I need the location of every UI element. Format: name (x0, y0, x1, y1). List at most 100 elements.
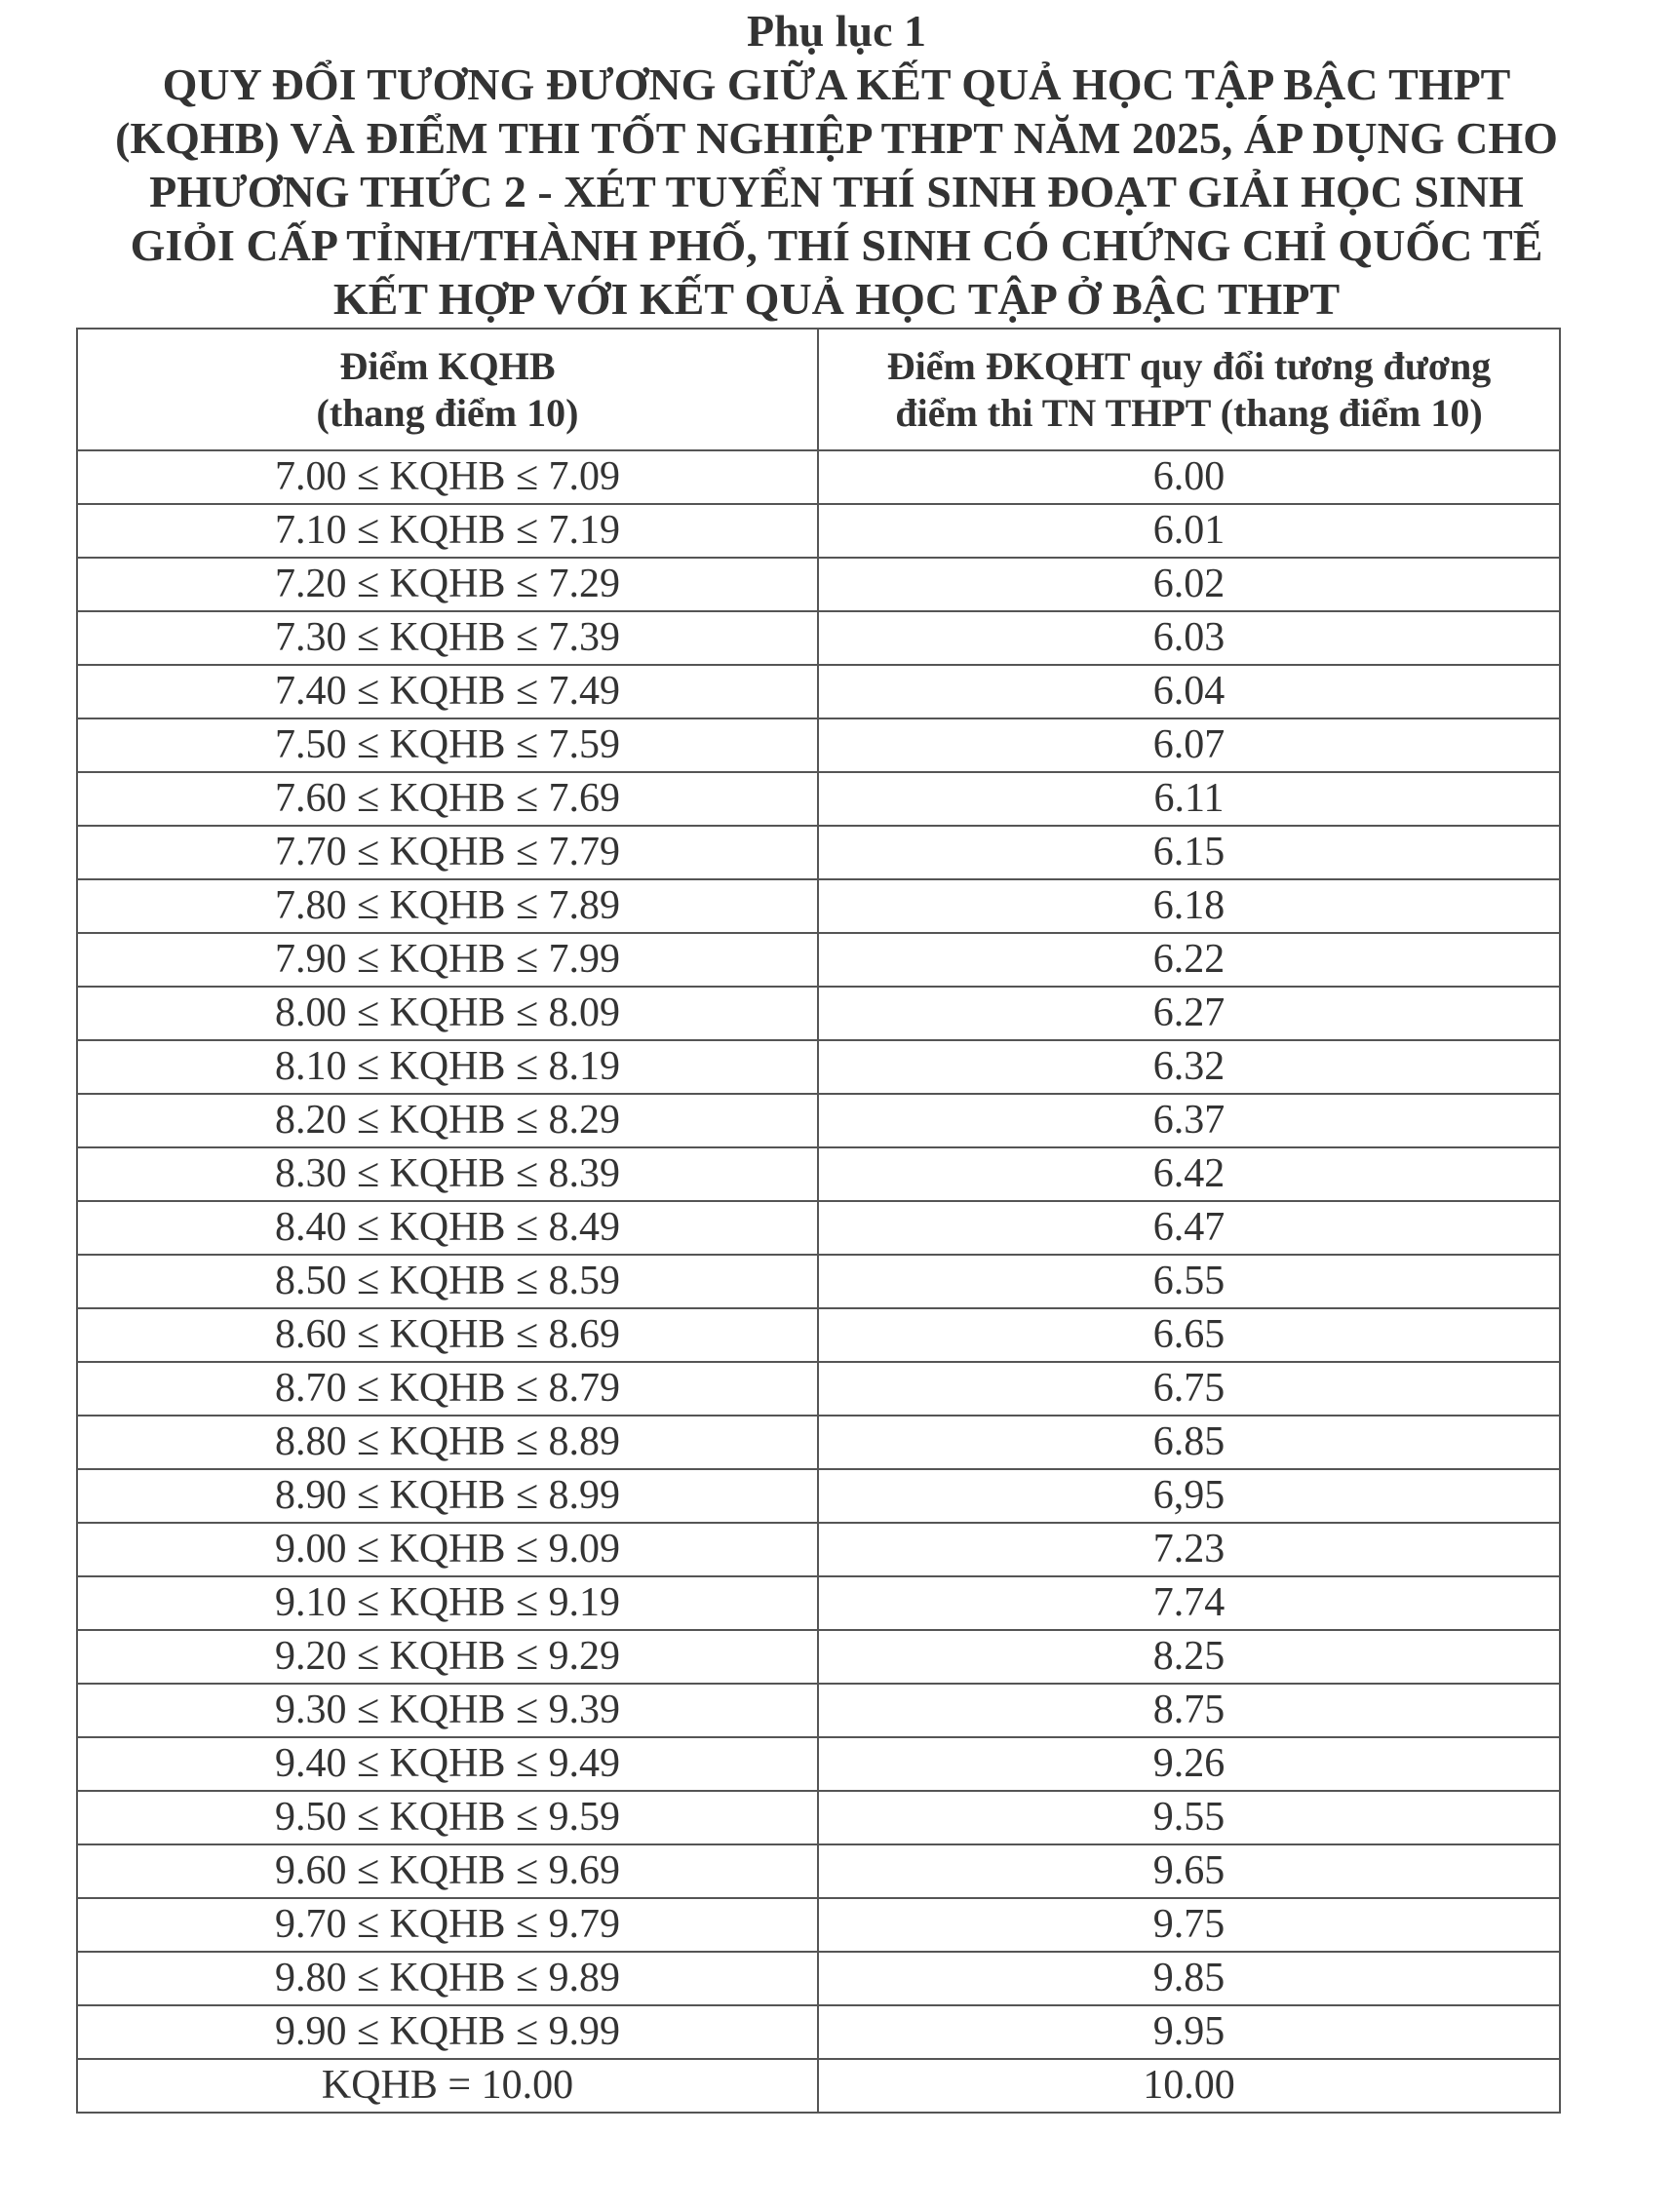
kqhb-range-cell: 8.80 ≤ KQHB ≤ 8.89 (76, 1415, 819, 1470)
converted-score-cell: 6.85 (817, 1415, 1561, 1470)
converted-score-cell: 6.18 (817, 878, 1561, 934)
table-row: 9.50 ≤ KQHB ≤ 9.59 9.55 (76, 1790, 1561, 1845)
converted-score-cell: 6.11 (817, 771, 1561, 827)
kqhb-range-cell: 8.10 ≤ KQHB ≤ 8.19 (76, 1039, 819, 1095)
converted-score-cell: 9.55 (817, 1790, 1561, 1845)
kqhb-range-cell: 8.20 ≤ KQHB ≤ 8.29 (76, 1093, 819, 1148)
header-line: Điểm ĐKQHT quy đổi tương đương (886, 343, 1492, 388)
table-row: 8.50 ≤ KQHB ≤ 8.59 6.55 (76, 1254, 1561, 1309)
kqhb-range-cell: 8.40 ≤ KQHB ≤ 8.49 (76, 1200, 819, 1256)
kqhb-range-cell: 9.60 ≤ KQHB ≤ 9.69 (76, 1843, 819, 1899)
title-line: KẾT HỢP VỚI KẾT QUẢ HỌC TẬP Ở BẬC THPT (332, 274, 1341, 324)
table-body: 7.00 ≤ KQHB ≤ 7.09 6.00 7.10 ≤ KQHB ≤ 7.19… (76, 449, 1561, 2114)
table-row: 8.60 ≤ KQHB ≤ 8.69 6.65 (76, 1307, 1561, 1363)
converted-score-cell: 6.75 (817, 1361, 1561, 1416)
converted-score-cell: 6.07 (817, 718, 1561, 773)
converted-score-cell: 7.74 (817, 1575, 1561, 1631)
kqhb-range-cell: 9.90 ≤ KQHB ≤ 9.99 (76, 2004, 819, 2060)
kqhb-range-cell: 9.80 ≤ KQHB ≤ 9.89 (76, 1951, 819, 2006)
kqhb-range-cell: 9.10 ≤ KQHB ≤ 9.19 (76, 1575, 819, 1631)
converted-score-cell: 6.42 (817, 1146, 1561, 1202)
kqhb-range-cell: 7.50 ≤ KQHB ≤ 7.59 (76, 718, 819, 773)
converted-score-cell: 6.65 (817, 1307, 1561, 1363)
kqhb-range-cell: 8.50 ≤ KQHB ≤ 8.59 (76, 1254, 819, 1309)
table-row: 8.80 ≤ KQHB ≤ 8.89 6.85 (76, 1415, 1561, 1470)
appendix-label: Phụ lục 1 (746, 6, 927, 56)
document-title: Phụ lục 1 QUY ĐỔI TƯƠNG ĐƯƠNG GIỮA KẾT Q… (0, 4, 1673, 326)
table-row: 9.90 ≤ KQHB ≤ 9.99 9.95 (76, 2004, 1561, 2060)
table-row: 7.10 ≤ KQHB ≤ 7.19 6.01 (76, 503, 1561, 559)
header-line: Điểm KQHB (339, 343, 556, 388)
table-row: 7.90 ≤ KQHB ≤ 7.99 6.22 (76, 932, 1561, 988)
converted-score-cell: 9.95 (817, 2004, 1561, 2060)
converted-score-cell: 6.04 (817, 664, 1561, 719)
table-row: 7.70 ≤ KQHB ≤ 7.79 6.15 (76, 825, 1561, 880)
kqhb-range-cell: 7.00 ≤ KQHB ≤ 7.09 (76, 449, 819, 505)
converted-score-cell: 6.02 (817, 557, 1561, 612)
converted-score-cell: 9.65 (817, 1843, 1561, 1899)
kqhb-range-cell: 9.20 ≤ KQHB ≤ 9.29 (76, 1629, 819, 1685)
converted-score-cell: 8.25 (817, 1629, 1561, 1685)
header-line: (thang điểm 10) (316, 390, 579, 435)
kqhb-range-cell: 7.60 ≤ KQHB ≤ 7.69 (76, 771, 819, 827)
table-row: 9.00 ≤ KQHB ≤ 9.09 7.23 (76, 1522, 1561, 1577)
converted-score-cell: 10.00 (817, 2058, 1561, 2114)
converted-score-cell: 9.75 (817, 1897, 1561, 1953)
converted-score-cell: 6.27 (817, 986, 1561, 1041)
conversion-table: Điểm KQHB (thang điểm 10) Điểm ĐKQHT quy… (76, 328, 1561, 2114)
header-kqhb: Điểm KQHB (thang điểm 10) (76, 328, 819, 451)
kqhb-range-cell: 7.70 ≤ KQHB ≤ 7.79 (76, 825, 819, 880)
title-line: QUY ĐỔI TƯƠNG ĐƯƠNG GIỮA KẾT QUẢ HỌC TẬP… (162, 59, 1511, 109)
table-row: 7.50 ≤ KQHB ≤ 7.59 6.07 (76, 718, 1561, 773)
title-line: PHƯƠNG THỨC 2 - XÉT TUYỂN THÍ SINH ĐOẠT … (149, 167, 1524, 216)
converted-score-cell: 6.00 (817, 449, 1561, 505)
header-line: điểm thi TN THPT (thang điểm 10) (895, 390, 1483, 435)
table-row: 9.40 ≤ KQHB ≤ 9.49 9.26 (76, 1736, 1561, 1792)
kqhb-range-cell: 9.30 ≤ KQHB ≤ 9.39 (76, 1683, 819, 1738)
table-row: 7.60 ≤ KQHB ≤ 7.69 6.11 (76, 771, 1561, 827)
kqhb-range-cell: 9.00 ≤ KQHB ≤ 9.09 (76, 1522, 819, 1577)
converted-score-cell: 6,95 (817, 1468, 1561, 1524)
table-row: 9.20 ≤ KQHB ≤ 9.29 8.25 (76, 1629, 1561, 1685)
title-line: (KQHB) VÀ ĐIỂM THI TỐT NGHIỆP THPT NĂM 2… (115, 113, 1558, 163)
kqhb-range-cell: 7.40 ≤ KQHB ≤ 7.49 (76, 664, 819, 719)
kqhb-range-cell: 8.00 ≤ KQHB ≤ 8.09 (76, 986, 819, 1041)
kqhb-range-cell: 8.90 ≤ KQHB ≤ 8.99 (76, 1468, 819, 1524)
table-row: 9.10 ≤ KQHB ≤ 9.19 7.74 (76, 1575, 1561, 1631)
table-row: 8.10 ≤ KQHB ≤ 8.19 6.32 (76, 1039, 1561, 1095)
table-row: 9.80 ≤ KQHB ≤ 9.89 9.85 (76, 1951, 1561, 2006)
kqhb-range-cell: 9.40 ≤ KQHB ≤ 9.49 (76, 1736, 819, 1792)
header-dkqht: Điểm ĐKQHT quy đổi tương đương điểm thi … (817, 328, 1561, 451)
converted-score-cell: 6.37 (817, 1093, 1561, 1148)
converted-score-cell: 6.15 (817, 825, 1561, 880)
converted-score-cell: 7.23 (817, 1522, 1561, 1577)
converted-score-cell: 9.26 (817, 1736, 1561, 1792)
table-row: 9.60 ≤ KQHB ≤ 9.69 9.65 (76, 1843, 1561, 1899)
table-row: 9.30 ≤ KQHB ≤ 9.39 8.75 (76, 1683, 1561, 1738)
converted-score-cell: 6.32 (817, 1039, 1561, 1095)
converted-score-cell: 6.03 (817, 610, 1561, 666)
table-row: 8.90 ≤ KQHB ≤ 8.99 6,95 (76, 1468, 1561, 1524)
kqhb-range-cell: 7.30 ≤ KQHB ≤ 7.39 (76, 610, 819, 666)
kqhb-range-cell: 7.20 ≤ KQHB ≤ 7.29 (76, 557, 819, 612)
kqhb-range-cell: 8.60 ≤ KQHB ≤ 8.69 (76, 1307, 819, 1363)
kqhb-range-cell: 8.30 ≤ KQHB ≤ 8.39 (76, 1146, 819, 1202)
table-row: 7.20 ≤ KQHB ≤ 7.29 6.02 (76, 557, 1561, 612)
table-row: 8.20 ≤ KQHB ≤ 8.29 6.37 (76, 1093, 1561, 1148)
converted-score-cell: 6.47 (817, 1200, 1561, 1256)
table-row: 7.30 ≤ KQHB ≤ 7.39 6.03 (76, 610, 1561, 666)
table-header-row: Điểm KQHB (thang điểm 10) Điểm ĐKQHT quy… (76, 328, 1561, 451)
table-row: 7.00 ≤ KQHB ≤ 7.09 6.00 (76, 449, 1561, 505)
converted-score-cell: 9.85 (817, 1951, 1561, 2006)
kqhb-range-cell: 7.10 ≤ KQHB ≤ 7.19 (76, 503, 819, 559)
table-row: KQHB = 10.00 10.00 (76, 2058, 1561, 2114)
title-line: GIỎI CẤP TỈNH/THÀNH PHỐ, THÍ SINH CÓ CHỨ… (130, 220, 1543, 270)
table-row: 8.70 ≤ KQHB ≤ 8.79 6.75 (76, 1361, 1561, 1416)
table-row: 8.30 ≤ KQHB ≤ 8.39 6.42 (76, 1146, 1561, 1202)
kqhb-range-cell: 9.50 ≤ KQHB ≤ 9.59 (76, 1790, 819, 1845)
table-row: 8.40 ≤ KQHB ≤ 8.49 6.47 (76, 1200, 1561, 1256)
converted-score-cell: 6.01 (817, 503, 1561, 559)
kqhb-range-cell: KQHB = 10.00 (76, 2058, 819, 2114)
converted-score-cell: 6.22 (817, 932, 1561, 988)
kqhb-range-cell: 9.70 ≤ KQHB ≤ 9.79 (76, 1897, 819, 1953)
